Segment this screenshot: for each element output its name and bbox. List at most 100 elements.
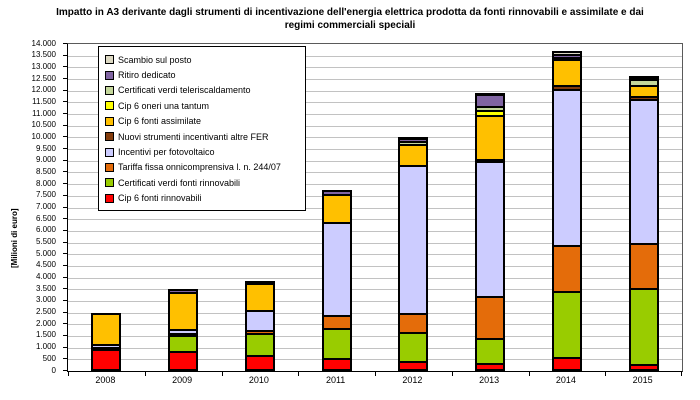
gridline [68, 312, 682, 314]
y-axis-tick [63, 124, 67, 126]
x-axis-tick [375, 372, 376, 376]
y-axis-tick-label: 14.000 [31, 38, 56, 48]
y-axis-tick-label: 0 [51, 365, 56, 375]
y-axis-tick-label: 500 [42, 353, 56, 363]
y-axis-tick-label: 7.000 [35, 202, 56, 211]
y-axis-tick-label: 13.000 [31, 61, 56, 71]
legend-label: Certificati verdi fonti rinnovabili [118, 177, 241, 188]
gridline [68, 265, 682, 267]
legend-item: Scambio sul posto [105, 52, 299, 67]
y-axis-tick-labels: 0 500 1.000 1.500 2.000 2.500 3.000 3.500 4.000 4… [0, 39, 62, 375]
legend-label: Scambio sul posto [118, 54, 192, 65]
y-axis-tick-label: 6.000 [35, 225, 56, 235]
legend-item: Ritiro dedicato [105, 67, 299, 82]
gridline [68, 125, 682, 127]
y-axis-tick-label: 1.000 [35, 342, 56, 352]
gridline [68, 67, 682, 69]
x-axis-tick [144, 372, 146, 376]
x-axis-tick [528, 372, 530, 376]
y-axis-tick-label: 4.000 [35, 272, 56, 282]
y-axis-tick [63, 346, 67, 348]
legend-item: Cip 6 oneri una tantum [105, 98, 299, 113]
y-axis-tick [63, 276, 67, 278]
y-axis-tick-label: 7.500 [35, 190, 56, 200]
gridline [68, 347, 682, 349]
y-axis-tick-label: 10.000 [31, 131, 56, 141]
x-axis-tick [298, 372, 300, 376]
x-axis-label-2008: 2008 [95, 375, 116, 385]
legend-swatch-icon [105, 178, 114, 188]
y-axis-tick [63, 218, 67, 220]
y-axis-tick-label: 4.500 [35, 260, 56, 270]
x-axis-tick [68, 372, 69, 376]
y-axis-tick [63, 171, 67, 173]
x-axis-tick [605, 372, 607, 376]
legend-item: Incentivi per fotovoltaico [105, 144, 299, 159]
y-axis-tick [63, 113, 67, 115]
legend-item: Tariffa fissa onnicomprensiva l. n. 244/… [105, 160, 299, 175]
y-axis-tick [63, 241, 67, 243]
legend-label: Certificati verdi teleriscaldamento [118, 85, 251, 96]
gridline [68, 79, 682, 81]
gridline [68, 102, 682, 104]
y-axis-tick [63, 43, 67, 44]
y-axis-tick [63, 66, 67, 68]
y-axis-tick [63, 89, 67, 91]
y-axis-tick-label: 11.000 [32, 108, 56, 118]
y-axis-tick-label: 11.500 [32, 96, 56, 106]
gridline [68, 137, 682, 139]
legend-label: Tariffa fissa onnicomprensiva l. n. 244/… [118, 162, 281, 173]
legend-swatch-icon [105, 193, 114, 203]
y-axis-tick [63, 229, 67, 231]
gridline [68, 184, 682, 186]
y-axis-tick [63, 264, 67, 266]
y-axis-tick-label: 13.500 [31, 50, 56, 60]
x-axis-label-2012: 2012 [402, 375, 423, 385]
y-axis-tick [63, 358, 67, 360]
y-axis-tick-label: 9.000 [35, 155, 56, 165]
y-axis-tick-label: 5.000 [35, 248, 56, 258]
bar-segment-2013 [475, 297, 506, 340]
y-axis-tick [63, 299, 67, 301]
y-axis-tick [63, 183, 67, 185]
x-axis-tick [451, 372, 453, 376]
y-axis-tick-label: 2.000 [35, 318, 56, 328]
legend-item: Certificati verdi fonti rinnovabili [105, 175, 299, 190]
bar-outline-2008 [91, 313, 122, 371]
gridline [68, 90, 682, 92]
x-axis-label-2015: 2015 [632, 375, 653, 385]
y-axis-tick-label: 8.500 [35, 166, 56, 176]
y-axis-tick [63, 54, 67, 56]
gridline [68, 230, 682, 232]
legend-item: Cip 6 fonti rinnovabili [105, 191, 299, 206]
gridline [68, 149, 682, 151]
legend-swatch-icon [105, 85, 114, 95]
y-axis-tick [63, 370, 67, 371]
y-axis-tick [63, 288, 67, 290]
y-axis-tick-label: 10.500 [31, 120, 56, 130]
y-axis-tick [63, 253, 67, 255]
y-axis-tick-label: 12.500 [31, 73, 56, 83]
y-axis-tick [63, 194, 67, 196]
legend-label: Cip 6 fonti rinnovabili [118, 193, 202, 204]
gridline [68, 277, 682, 279]
legend-swatch-icon [105, 162, 114, 172]
y-axis-tick-label: 1.500 [35, 330, 56, 340]
y-axis-tick [63, 136, 67, 138]
x-axis-label-2014: 2014 [555, 375, 576, 385]
gridline [68, 289, 682, 291]
bar-outline-2015 [628, 75, 659, 371]
legend-label: Cip 6 fonti assimilate [118, 116, 202, 127]
legend-swatch-icon [105, 132, 114, 142]
x-axis-tick [681, 372, 682, 376]
legend-swatch-icon [105, 116, 114, 126]
bar-outline-2010 [244, 281, 275, 371]
y-axis-tick [63, 334, 67, 336]
gridline [68, 219, 682, 221]
legend-item: Cip 6 fonti assimilate [105, 114, 299, 129]
bar-segment-2011 [321, 194, 352, 224]
y-axis-tick [63, 159, 67, 161]
legend-label: Incentivi per fotovoltaico [118, 147, 215, 158]
y-axis-tick-label: 3.000 [35, 295, 56, 305]
bar-segment-2015 [628, 243, 659, 290]
